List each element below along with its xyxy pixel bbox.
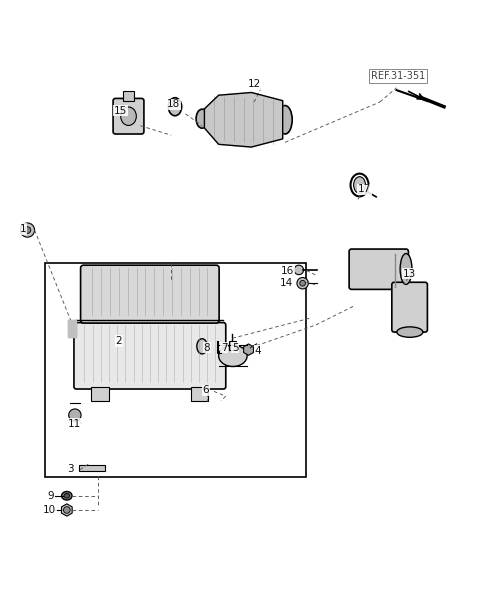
Circle shape: [63, 506, 70, 514]
Ellipse shape: [61, 492, 72, 500]
Text: 15: 15: [114, 106, 127, 116]
Text: 9: 9: [47, 491, 54, 500]
Circle shape: [24, 227, 31, 234]
Circle shape: [69, 409, 81, 421]
Text: 7: 7: [221, 343, 228, 353]
Text: 18: 18: [167, 100, 180, 109]
Circle shape: [294, 265, 303, 275]
Bar: [92, 387, 108, 401]
Text: 1: 1: [20, 224, 26, 234]
Ellipse shape: [64, 493, 70, 498]
Text: 16: 16: [281, 266, 294, 276]
FancyBboxPatch shape: [113, 98, 144, 134]
Bar: [229, 340, 236, 350]
FancyBboxPatch shape: [81, 265, 219, 323]
FancyBboxPatch shape: [349, 249, 408, 289]
Text: REF.31-351: REF.31-351: [371, 71, 425, 81]
Text: 2: 2: [116, 336, 122, 346]
Ellipse shape: [400, 254, 412, 285]
Ellipse shape: [196, 109, 208, 128]
Polygon shape: [204, 93, 283, 147]
Text: 17: 17: [358, 184, 371, 195]
Ellipse shape: [120, 107, 136, 126]
Text: 10: 10: [43, 505, 56, 515]
Text: 4: 4: [255, 346, 261, 356]
Bar: [46, 263, 306, 477]
Polygon shape: [68, 320, 76, 337]
Text: 11: 11: [67, 419, 81, 429]
Circle shape: [300, 280, 305, 286]
Ellipse shape: [219, 345, 247, 366]
Bar: [79, 465, 105, 471]
Bar: [191, 387, 208, 401]
Ellipse shape: [354, 177, 365, 193]
Bar: [123, 91, 134, 101]
Text: 5: 5: [232, 343, 239, 353]
Circle shape: [297, 278, 308, 289]
Text: 14: 14: [280, 278, 293, 288]
Text: 6: 6: [203, 385, 209, 396]
Ellipse shape: [278, 106, 292, 134]
Ellipse shape: [397, 327, 423, 337]
Text: 3: 3: [67, 464, 74, 474]
Ellipse shape: [197, 339, 207, 354]
Text: 8: 8: [204, 343, 210, 353]
FancyBboxPatch shape: [74, 323, 226, 389]
Text: 13: 13: [403, 269, 417, 279]
Ellipse shape: [168, 98, 181, 116]
Text: 12: 12: [248, 79, 261, 89]
Circle shape: [20, 223, 35, 237]
FancyBboxPatch shape: [392, 282, 427, 332]
